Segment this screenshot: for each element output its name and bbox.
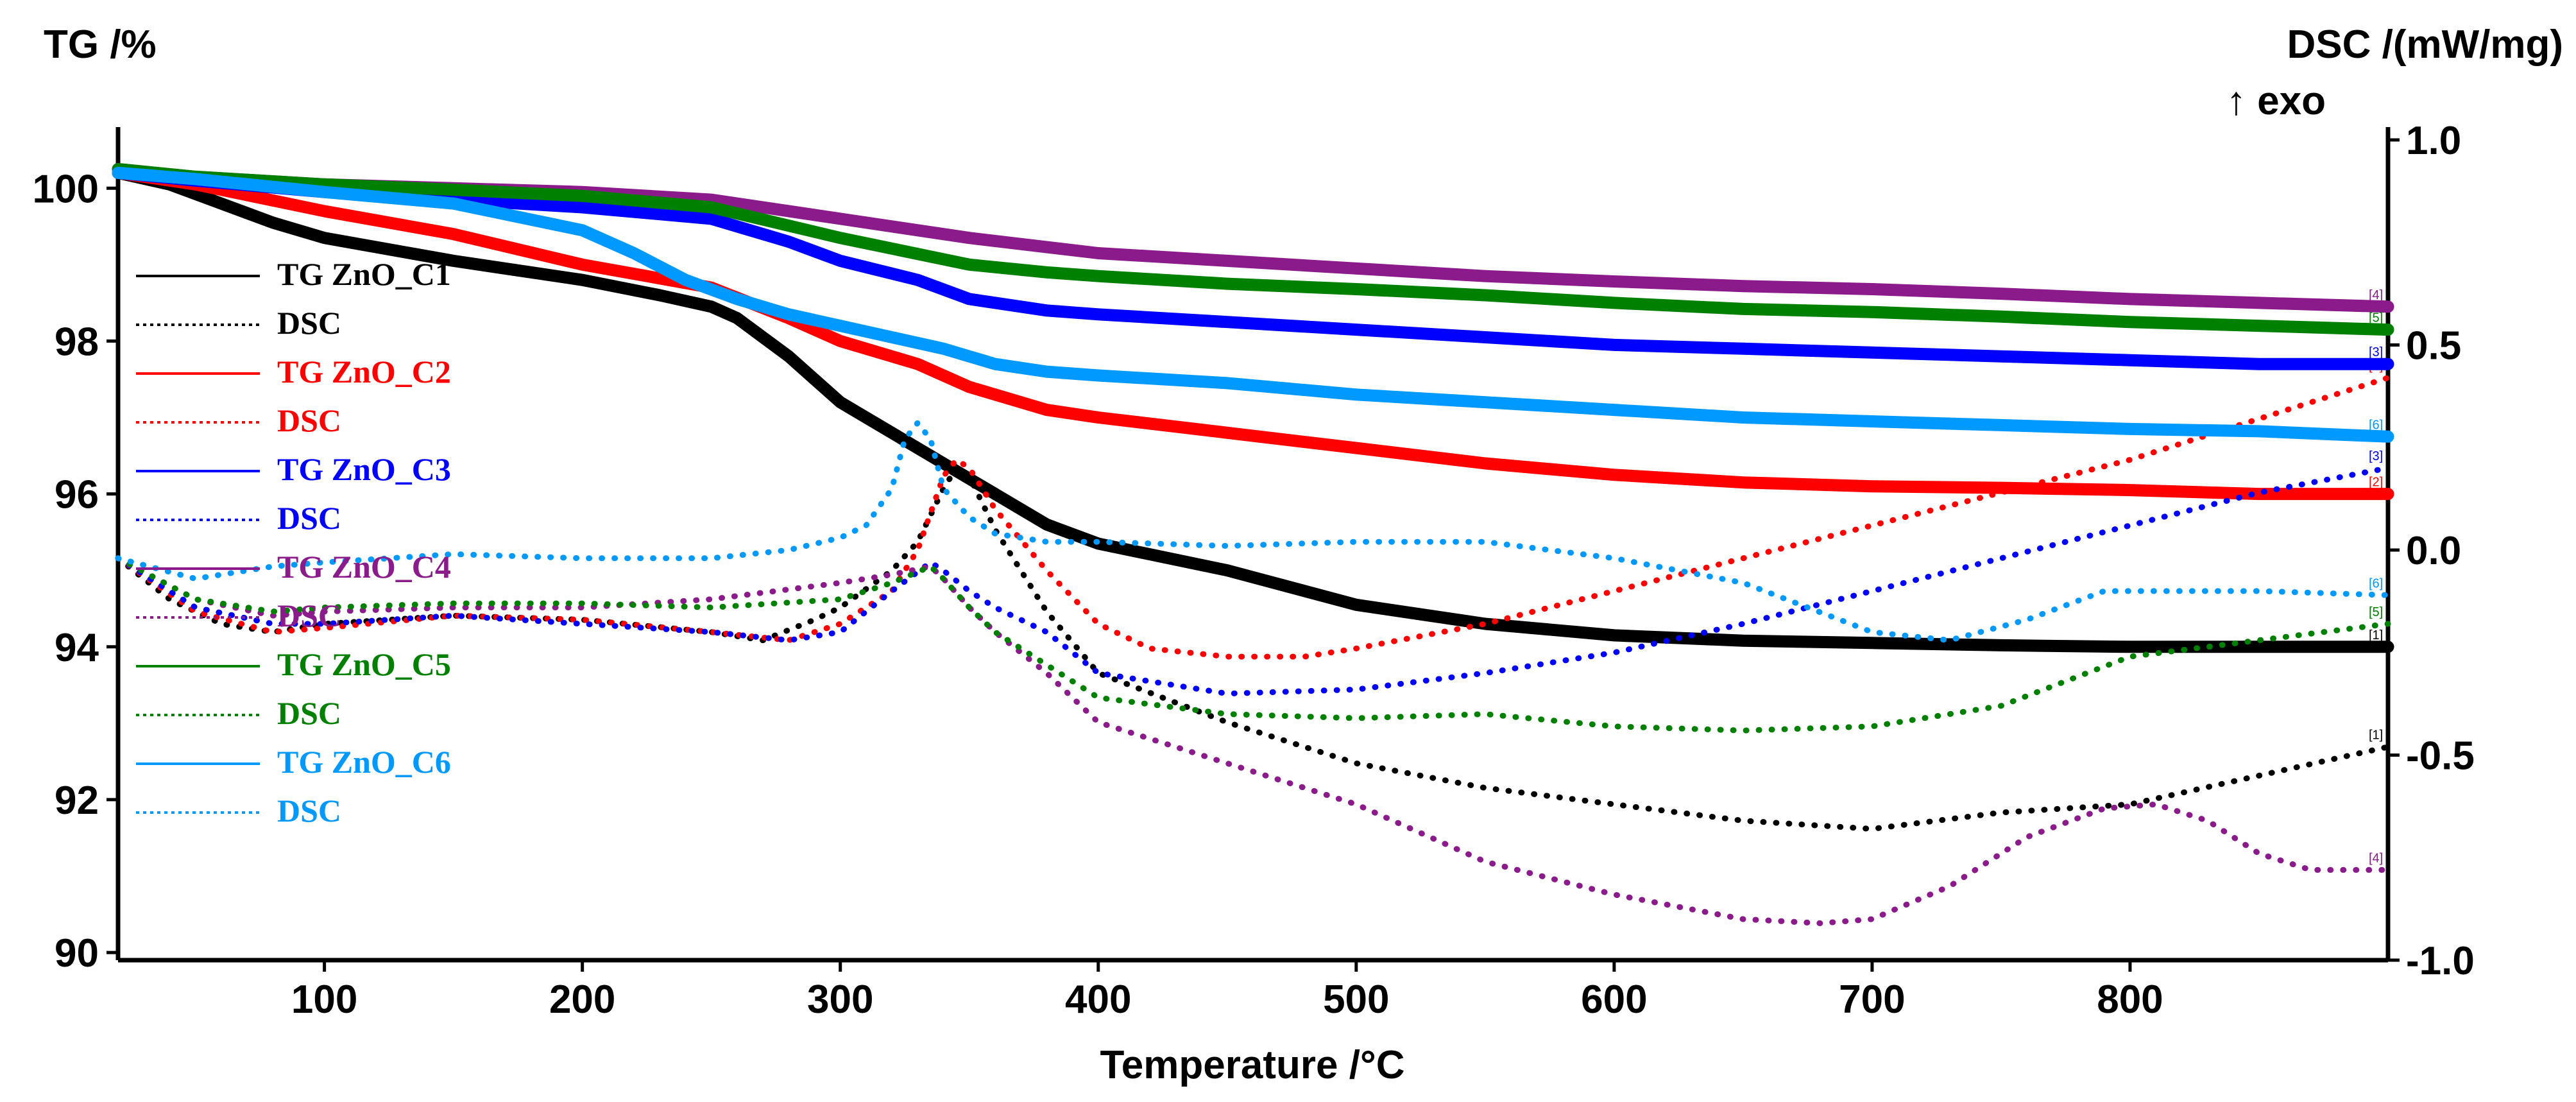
tg-line-5 [112,163,2394,336]
legend: TG ZnO_C1 DSC TG ZnO_C2 DSC TG ZnO_C3 DSC TG Z… [136,256,451,829]
plot-frame [115,127,2391,963]
x-tick-label: 400 [1065,977,1131,1022]
right-tick-label: 0.0 [2406,529,2461,573]
legend-label: TG ZnO_C6 [277,744,451,780]
legend-label: DSC [277,500,341,536]
series-end-tag: [6] [2369,418,2383,432]
series-end-tag: [4] [2369,288,2383,302]
tg-line-2 [112,166,2394,501]
left-tick-label: 92 [55,779,99,823]
right-tick-label: -0.5 [2406,734,2475,779]
x-tick-label: 200 [549,977,615,1022]
right-axis-title: DSC /(mW/mg) [2287,22,2563,67]
axis-ticks: 100 200 300 400 500 600 700 800 90 92 94 96 98 100 -1.… [33,119,2475,1022]
left-tick-label: 96 [55,473,99,517]
x-tick-label: 600 [1581,977,1647,1022]
x-tick-label: 800 [2097,977,2163,1022]
series-end-tag: [1] [2369,728,2383,743]
legend-label: DSC [277,695,341,731]
tg-line-6 [112,166,2394,443]
series-end-tag: [5] [2369,311,2383,325]
series-end-tag: [6] [2369,576,2383,590]
x-tick-label: 100 [291,977,357,1022]
legend-label: TG ZnO_C4 [277,549,451,585]
series-end-tag: [3] [2369,449,2383,463]
legend-label: DSC [277,793,341,829]
dsc-line-3 [115,465,2391,697]
right-axis-note: ↑ exo [2226,79,2326,123]
dsc-line-1 [115,465,2391,832]
tg-line-3 [112,166,2394,370]
series-end-tag: [2] [2369,476,2383,490]
dsc-line-5 [115,555,2391,734]
x-tick-label: 700 [1839,977,1905,1022]
x-tick-label: 500 [1323,977,1389,1022]
legend-label: DSC [277,305,341,341]
x-axis-title: Temperature /°C [1100,1043,1405,1087]
right-tick-label: 0.5 [2406,324,2461,368]
tg-line-1 [112,166,2394,653]
x-tick-label: 300 [807,977,873,1022]
series-end-tag: [3] [2369,345,2383,359]
right-tick-label: 1.0 [2406,119,2461,163]
legend-label: DSC [277,598,341,633]
left-tick-label: 94 [55,626,99,670]
legend-label: TG ZnO_C5 [277,646,451,682]
series-end-tag: [1] [2369,628,2383,642]
left-axis-title: TG /% [44,22,157,67]
left-tick-label: 90 [55,931,99,976]
legend-label: TG ZnO_C1 [277,256,451,292]
legend-label: DSC [277,402,341,438]
series-end-tag: [4] [2369,851,2383,865]
legend-label: TG ZnO_C2 [277,354,451,390]
left-tick-label: 100 [33,167,99,211]
series-end-tag: [5] [2369,605,2383,619]
dsc-line-4 [115,555,2391,926]
plot-area: [1][1][2][2][3][3][4][4][5][5][6][6] [112,163,2394,926]
legend-label: TG ZnO_C3 [277,451,451,487]
right-tick-label: -1.0 [2406,939,2475,983]
left-tick-label: 98 [55,320,99,364]
